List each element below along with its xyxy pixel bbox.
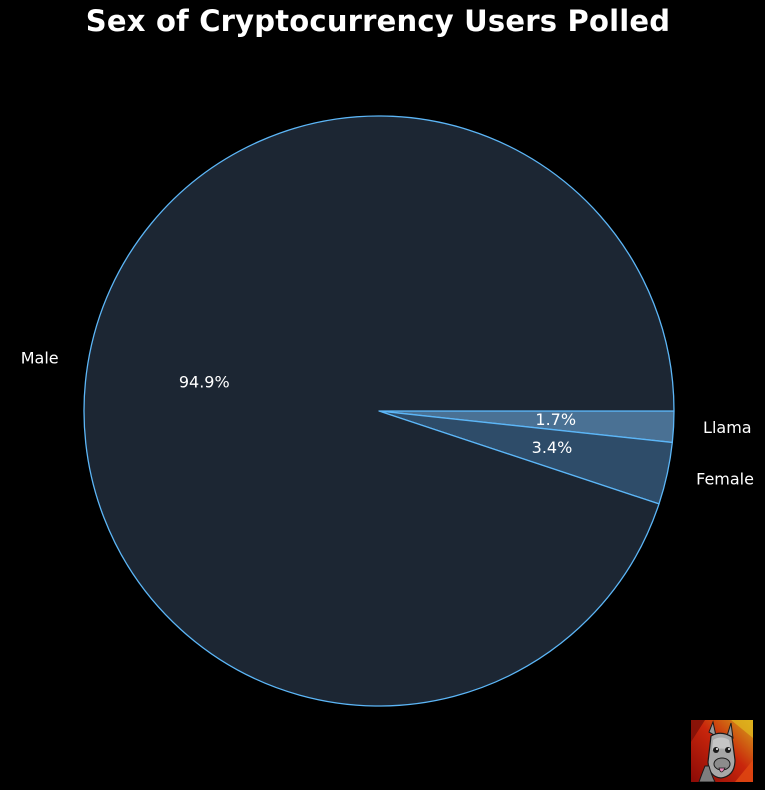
pct-label-llama: 1.7% [535,410,576,429]
slice-label-male: Male [21,349,59,368]
slice-label-llama: Llama [703,418,752,437]
pie-slices [83,115,675,707]
slice-label-female: Female [696,469,754,488]
pct-label-female: 3.4% [532,438,573,457]
pie-labels: Llama 1.7% Female 3.4% Male 94.9% [21,349,754,489]
pie-slice-male [83,115,675,707]
chart-title: Sex of Cryptocurrency Users Polled [85,4,671,38]
llama-avatar-icon [691,720,753,782]
pct-label-male: 94.9% [179,372,230,391]
